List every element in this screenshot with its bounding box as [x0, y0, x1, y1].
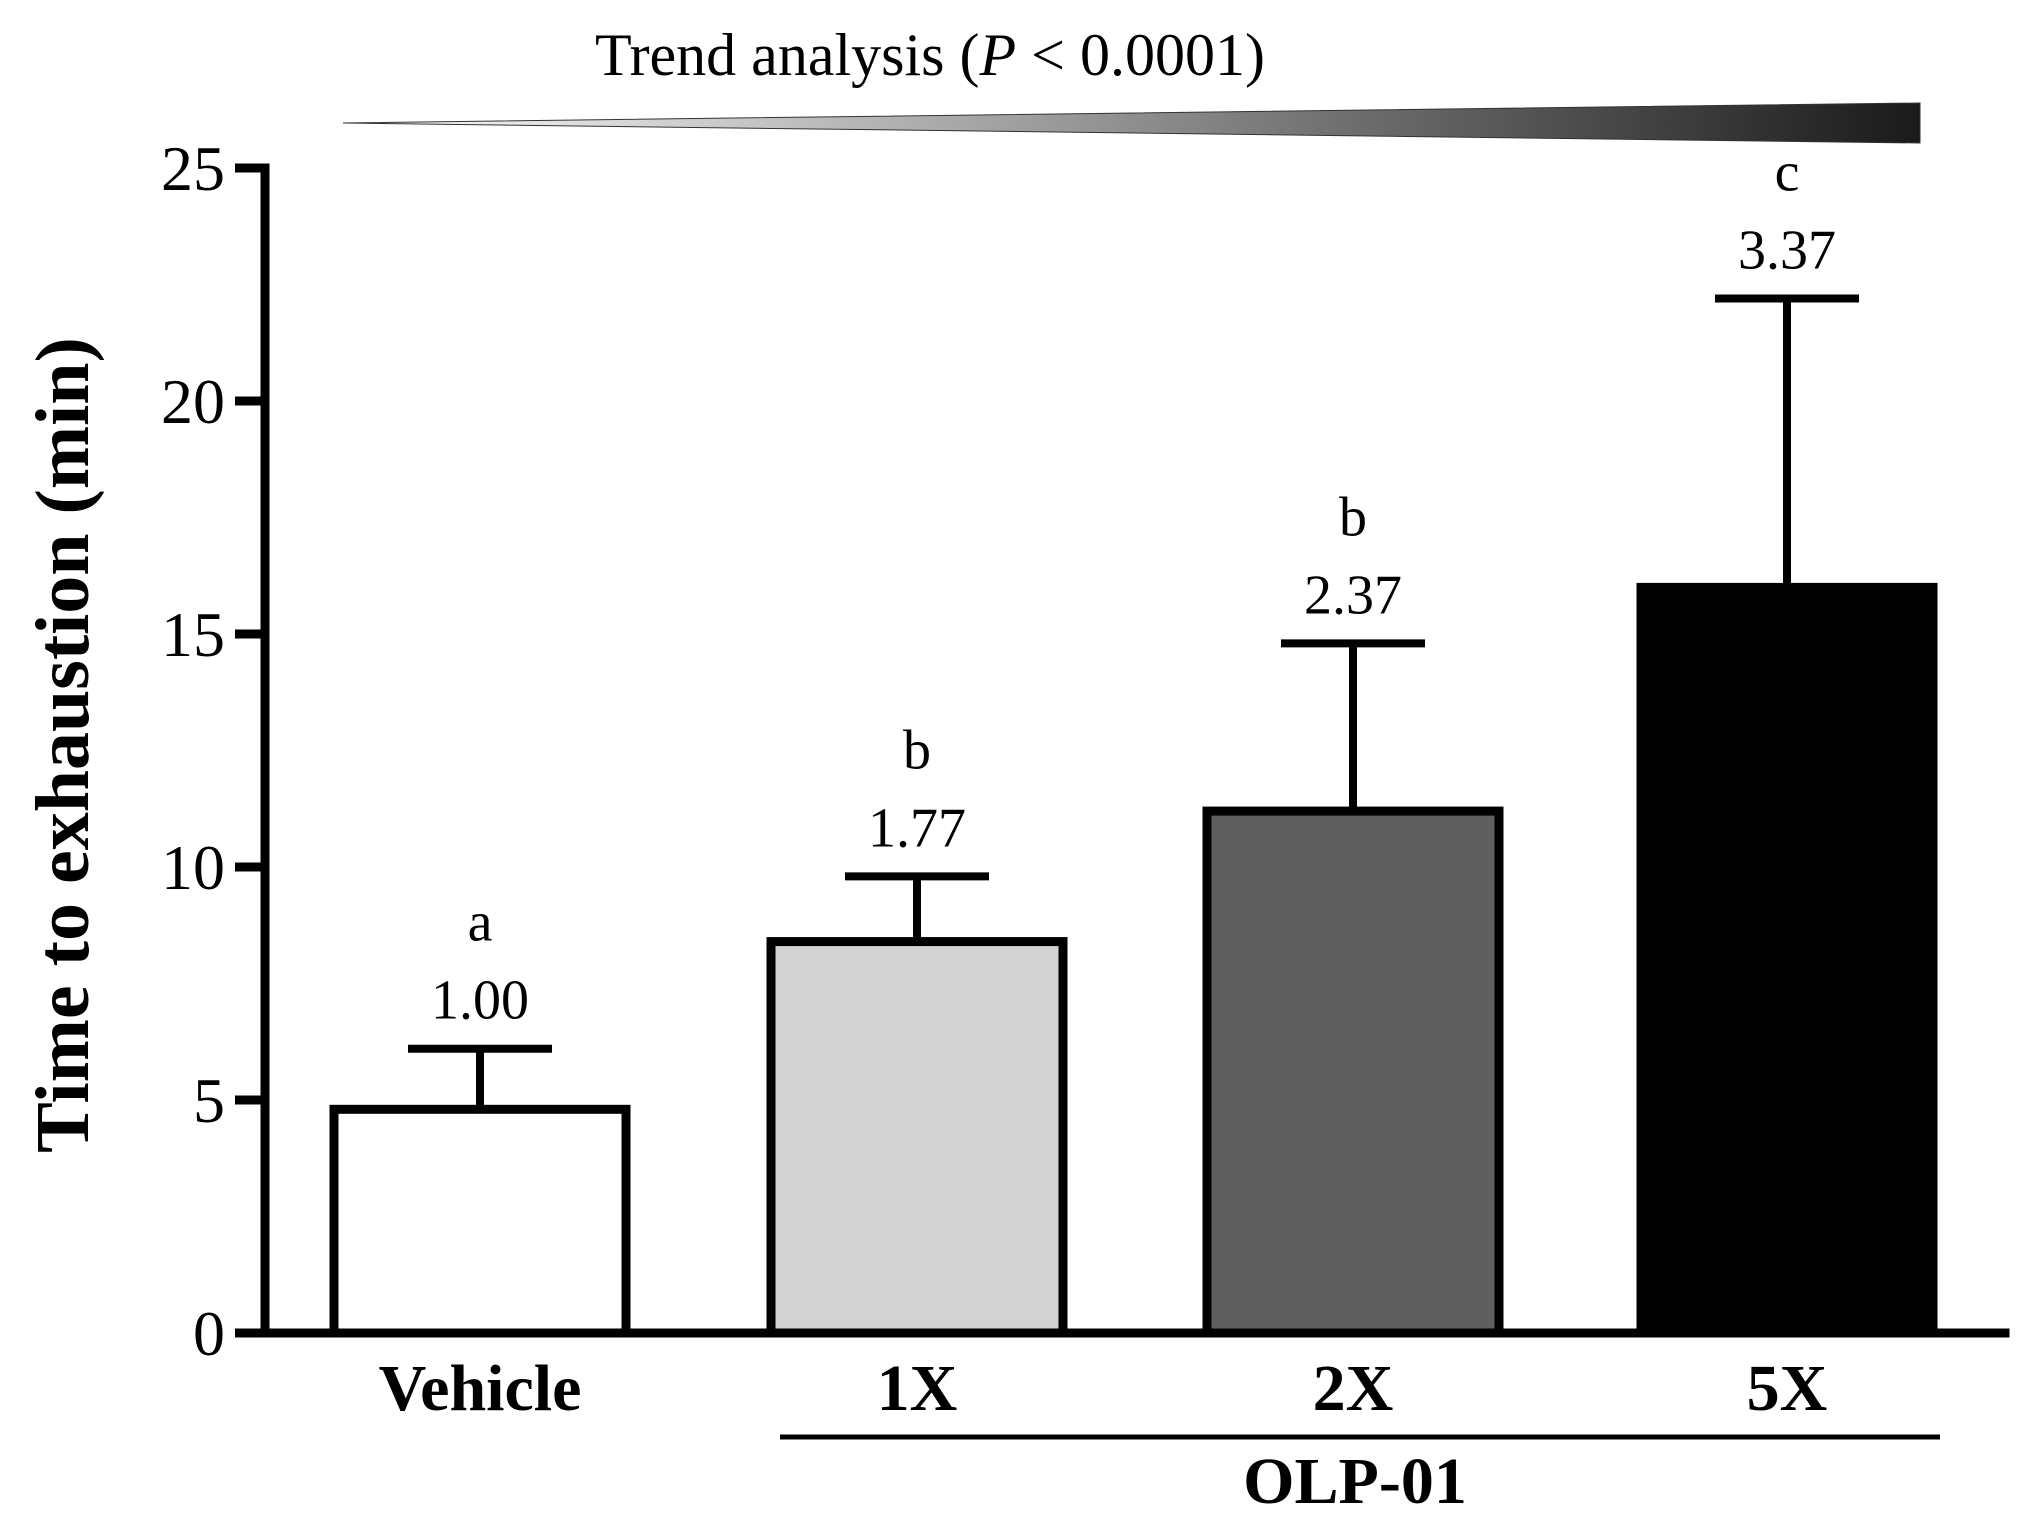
bar-0 — [329, 1104, 631, 1338]
bar-1 — [766, 937, 1068, 1338]
bar-annotations: 1.00 a 1.77 b 2.37 b 3.37 c — [431, 141, 1836, 1031]
fold-change-label-3: 3.37 — [1738, 219, 1836, 281]
bar-3 — [1636, 582, 1938, 1338]
trend-title-p: P — [978, 22, 1016, 88]
y-tick-label-4: 20 — [161, 366, 225, 437]
x-tick-label-3: 5X — [1747, 1352, 1828, 1425]
significance-letter-3: c — [1775, 141, 1800, 203]
x-axis-tick-labels: Vehicle 1X 2X 5X — [379, 1352, 1828, 1425]
significance-letter-2: b — [1339, 486, 1367, 548]
x-tick-label-1: 1X — [877, 1352, 958, 1425]
trend-wedge — [342, 102, 1921, 144]
error-bars — [408, 294, 1859, 1110]
y-tick-label-3: 15 — [161, 599, 225, 670]
y-tick-label-5: 25 — [161, 133, 225, 204]
significance-letter-1: b — [903, 719, 931, 781]
bars — [329, 582, 1938, 1338]
y-axis-ticks: 0 5 10 15 20 25 — [161, 133, 265, 1369]
fold-change-label-1: 1.77 — [868, 797, 966, 859]
x-tick-label-0: Vehicle — [379, 1352, 582, 1425]
x-tick-label-2: 2X — [1313, 1352, 1394, 1425]
group-label: OLP-01 — [1243, 1445, 1467, 1518]
fold-change-label-0: 1.00 — [431, 970, 529, 1032]
y-axis-label: Time to exhaustion (min) — [21, 337, 105, 1153]
y-tick-label-2: 10 — [161, 832, 225, 903]
trend-title-prefix: Trend analysis ( — [595, 22, 979, 88]
significance-letter-0: a — [468, 892, 493, 954]
y-tick-label-0: 0 — [193, 1298, 225, 1369]
trend-title: Trend analysis (P < 0.0001) — [595, 22, 1265, 88]
fold-change-label-2: 2.37 — [1304, 564, 1402, 626]
bar-2 — [1202, 806, 1504, 1338]
y-tick-label-1: 5 — [193, 1065, 225, 1136]
trend-title-suffix: < 0.0001) — [1016, 22, 1265, 88]
